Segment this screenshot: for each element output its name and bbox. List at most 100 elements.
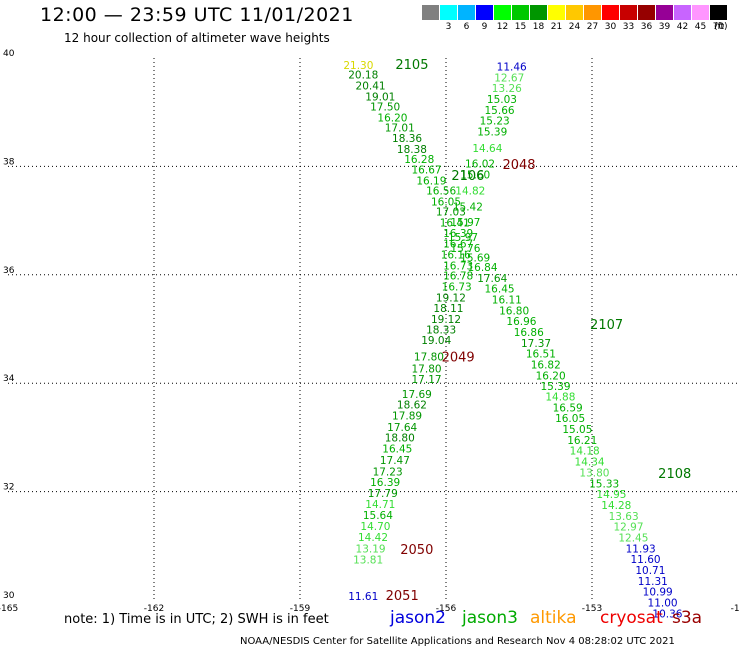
wave-height-label: 14.42 xyxy=(358,532,388,544)
legend-label: 70 xyxy=(712,22,725,32)
wave-height-label: 16.80 xyxy=(499,305,529,317)
legend-swatch xyxy=(422,5,439,20)
pass-number: 2050 xyxy=(400,543,433,558)
wave-height-label: 16.73 xyxy=(442,282,472,294)
wave-height-label: 11.61 xyxy=(348,591,378,603)
wave-height-label: 15.33 xyxy=(589,478,619,490)
satellite-name: cryosat xyxy=(600,608,663,628)
pass-number: 2107 xyxy=(590,318,623,333)
wave-height-label: 17.80 xyxy=(412,363,442,375)
wave-height-label: 18.80 xyxy=(385,433,415,445)
wave-height-label: 21.30 xyxy=(343,60,373,72)
lon-tick-label: -162 xyxy=(144,604,164,614)
legend-label: 36 xyxy=(640,22,653,32)
legend-label: 3 xyxy=(445,22,452,32)
wave-height-label: 10.71 xyxy=(635,565,665,577)
wave-height-label: 16.05 xyxy=(431,196,461,208)
wave-height-label: 13.63 xyxy=(609,511,639,523)
wave-height-label: 16.84 xyxy=(467,262,497,274)
legend-swatch xyxy=(710,5,727,20)
wave-height-label: 16.59 xyxy=(553,402,583,414)
axis-labels: 40 38 36 34 32 30 -165 -162 -159 -156 -153 -15 xyxy=(0,49,740,614)
wave-height-label: 11.93 xyxy=(626,543,656,555)
wave-height-label: 11.60 xyxy=(631,554,661,566)
lon-tick-label: -156 xyxy=(436,604,457,614)
wave-height-label: 15.60 xyxy=(460,169,490,181)
wave-height-label: 14.28 xyxy=(601,500,631,512)
wave-height-label: 16.56 xyxy=(426,186,456,198)
legend-swatch xyxy=(602,5,619,20)
wave-height-label: 16.45 xyxy=(485,284,515,296)
wave-height-label: 16.67 xyxy=(412,164,442,176)
wave-height-label: 15.66 xyxy=(485,105,515,117)
wave-height-label: 13.81 xyxy=(353,555,383,567)
wave-height-label: 10.99 xyxy=(643,587,673,599)
wave-height-label: 16.21 xyxy=(567,435,597,447)
wave-height-label: 15.39 xyxy=(477,127,507,139)
wave-height-label: 16.45 xyxy=(382,444,412,456)
legend-swatch xyxy=(566,5,583,20)
wave-height-label: 18.33 xyxy=(426,324,456,336)
lon-tick-label: -153 xyxy=(582,604,602,614)
wave-height-label: 16.86 xyxy=(514,327,544,339)
satellite-name: jason3 xyxy=(462,608,518,628)
legend-swatch xyxy=(494,5,511,20)
wave-height-label: 15.97 xyxy=(450,217,480,229)
legend-unit: (ft) xyxy=(714,22,728,32)
wave-height-label: 16.39 xyxy=(370,477,400,489)
wave-height-label: 17.01 xyxy=(385,123,415,135)
legend-swatch xyxy=(638,5,655,20)
wave-height-label: 15.64 xyxy=(363,510,393,522)
pass-numbers: 2105 2048 2106 2107 2049 2108 2050 2051 xyxy=(386,58,692,604)
credit-line: NOAA/NESDIS Center for Satellite Applica… xyxy=(240,636,675,647)
lat-tick-label: 34 xyxy=(3,374,15,384)
wave-height-label: 15.05 xyxy=(562,424,592,436)
wave-height-label: 16.02 xyxy=(465,158,495,170)
pass-number: 2105 xyxy=(395,58,428,73)
wave-height-label: 14.18 xyxy=(570,446,600,458)
legend-swatch xyxy=(458,5,475,20)
wave-height-label: 11.46 xyxy=(497,61,527,73)
wave-height-label: 10.36 xyxy=(652,608,682,620)
legend-label: 30 xyxy=(604,22,617,32)
wave-height-label: 15.23 xyxy=(480,116,510,128)
wave-height-label: 19.01 xyxy=(365,91,395,103)
legend-label: 45 xyxy=(694,22,707,32)
wave-height-label: 17.79 xyxy=(368,488,398,500)
wave-height-label: 17.64 xyxy=(477,273,507,285)
legend-label: 6 xyxy=(463,22,470,32)
wave-height-label: 16.82 xyxy=(531,360,561,372)
wave-height-label: 17.50 xyxy=(370,102,400,114)
wave-height-label: 16.20 xyxy=(536,370,566,382)
wave-height-label: 17.80 xyxy=(414,351,444,363)
wave-height-label: 17.64 xyxy=(387,422,417,434)
wave-height-label: 16.11 xyxy=(492,295,522,307)
wave-height-label: 15.42 xyxy=(453,201,483,213)
wave-height-label: 14.82 xyxy=(455,186,485,198)
lat-tick-label: 38 xyxy=(3,157,15,167)
legend-label: 18 xyxy=(532,22,545,32)
legend-label: 24 xyxy=(568,22,581,32)
pass-number: 2049 xyxy=(442,351,475,366)
legend-swatch xyxy=(476,5,493,20)
legend-swatch xyxy=(584,5,601,20)
map-subtitle: 12 hour collection of altimeter wave hei… xyxy=(64,31,330,45)
satellite-name: s3a xyxy=(672,608,703,628)
wave-height-label: 16.96 xyxy=(506,316,536,328)
lon-tick-label: -15 xyxy=(731,604,740,614)
wave-height-label: 17.69 xyxy=(402,389,432,401)
lon-tick-label: -165 xyxy=(0,604,18,614)
pass-number: 2106 xyxy=(451,169,484,184)
legend-swatch xyxy=(692,5,709,20)
wave-height-label: 16.28 xyxy=(404,154,434,166)
legend-label: 15 xyxy=(514,22,527,32)
wave-height-label: 14.64 xyxy=(472,143,502,155)
legend-label: 27 xyxy=(586,22,599,32)
satellite-name: jason2 xyxy=(390,608,446,628)
wave-height-label: 19.12 xyxy=(436,292,466,304)
legend-label: 9 xyxy=(481,22,488,32)
wave-height-label: 17.03 xyxy=(436,207,466,219)
wave-height-label: 11.00 xyxy=(648,598,678,610)
wave-height-label: 11.31 xyxy=(638,576,668,588)
